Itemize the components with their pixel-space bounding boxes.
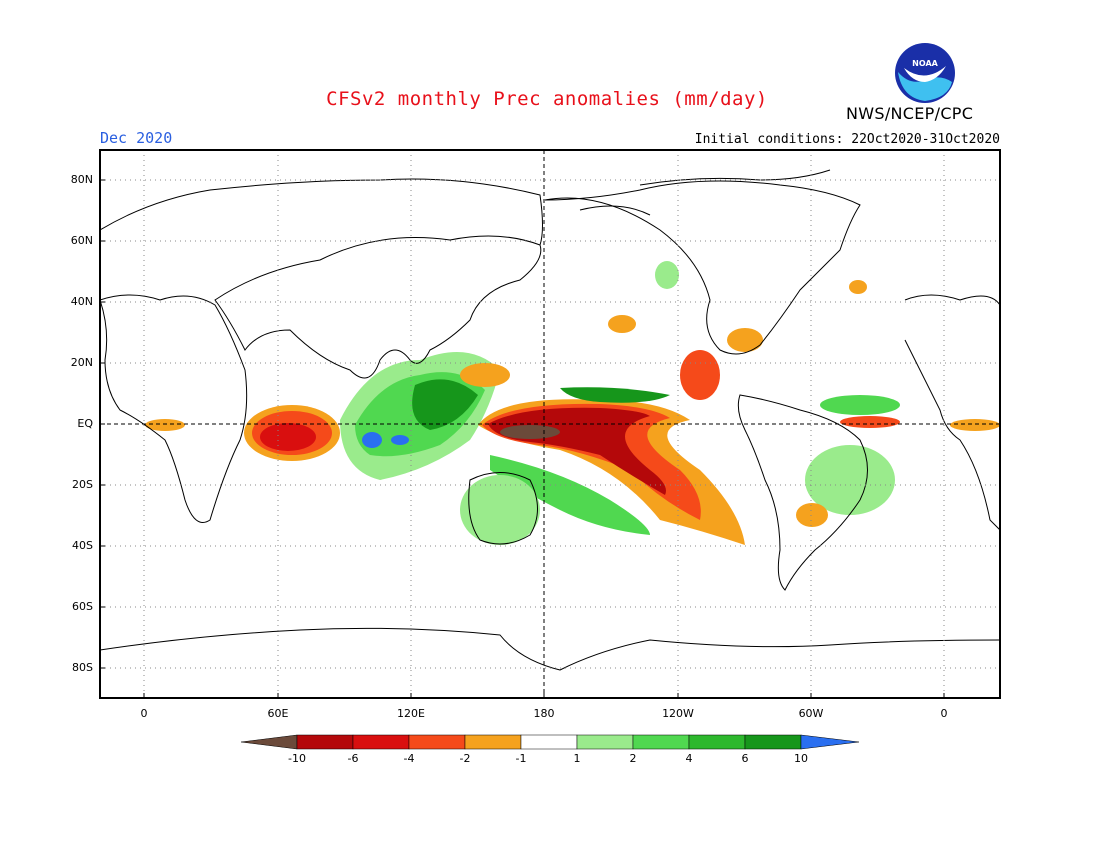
lat-label: 60S (72, 600, 93, 613)
colorbar-label: -6 (347, 752, 359, 765)
colorbar-bin (632, 734, 690, 750)
colorbar-label: 6 (741, 752, 749, 765)
coastlines (100, 169, 1000, 671)
colorbar-bin (464, 734, 522, 750)
lon-label: 0 (140, 707, 148, 720)
lon-label: 180 (533, 707, 555, 720)
colorbar-label: -4 (403, 752, 415, 765)
colorbar-label: -1 (515, 752, 527, 765)
colorbar-bin (520, 734, 578, 750)
lon-label: 120E (397, 707, 425, 720)
lat-label: 40S (72, 539, 93, 552)
lat-gridlines (100, 179, 1000, 669)
axis-ticks (100, 179, 945, 698)
colorbar-bin (296, 734, 354, 750)
colorbar-label: 2 (629, 752, 637, 765)
lat-label: 40N (70, 295, 93, 308)
colorbar-bin (352, 734, 410, 750)
lat-label: 80S (72, 661, 93, 674)
colorbar-label: -10 (288, 752, 306, 765)
lon-label: 0 (940, 707, 948, 720)
colorbar-label: -2 (459, 752, 471, 765)
colorbar (240, 734, 860, 750)
lat-label: 20S (72, 478, 93, 491)
noaa-logo: NOAA (895, 43, 955, 103)
colorbar-label: 4 (685, 752, 693, 765)
lat-label: EQ (77, 417, 93, 430)
colorbar-bin (744, 734, 802, 750)
colorbar-label: 1 (573, 752, 581, 765)
initial-conditions: Initial conditions: 22Oct2020-31Oct2020 (694, 132, 1000, 147)
lat-label: 80N (70, 173, 93, 186)
colorbar-high-arrow (800, 734, 860, 750)
lon-label: 60W (798, 707, 824, 720)
forecast-month: Dec 2020 (100, 129, 173, 147)
lon-label: 120W (662, 707, 694, 720)
lat-label: 60N (70, 234, 93, 247)
noaa-logo-text: NOAA (912, 59, 938, 68)
anomaly-field (145, 261, 1000, 545)
colorbar-bin (408, 734, 466, 750)
colorbar-bin (688, 734, 746, 750)
lat-label: 20N (70, 356, 93, 369)
map-title: CFSv2 monthly Prec anomalies (mm/day) (326, 88, 768, 110)
lon-label: 60E (267, 707, 289, 720)
colorbar-low-arrow (240, 734, 298, 750)
colorbar-label: 10 (794, 752, 808, 765)
agency-label: NWS/NCEP/CPC (846, 104, 974, 123)
colorbar-bin (576, 734, 634, 750)
